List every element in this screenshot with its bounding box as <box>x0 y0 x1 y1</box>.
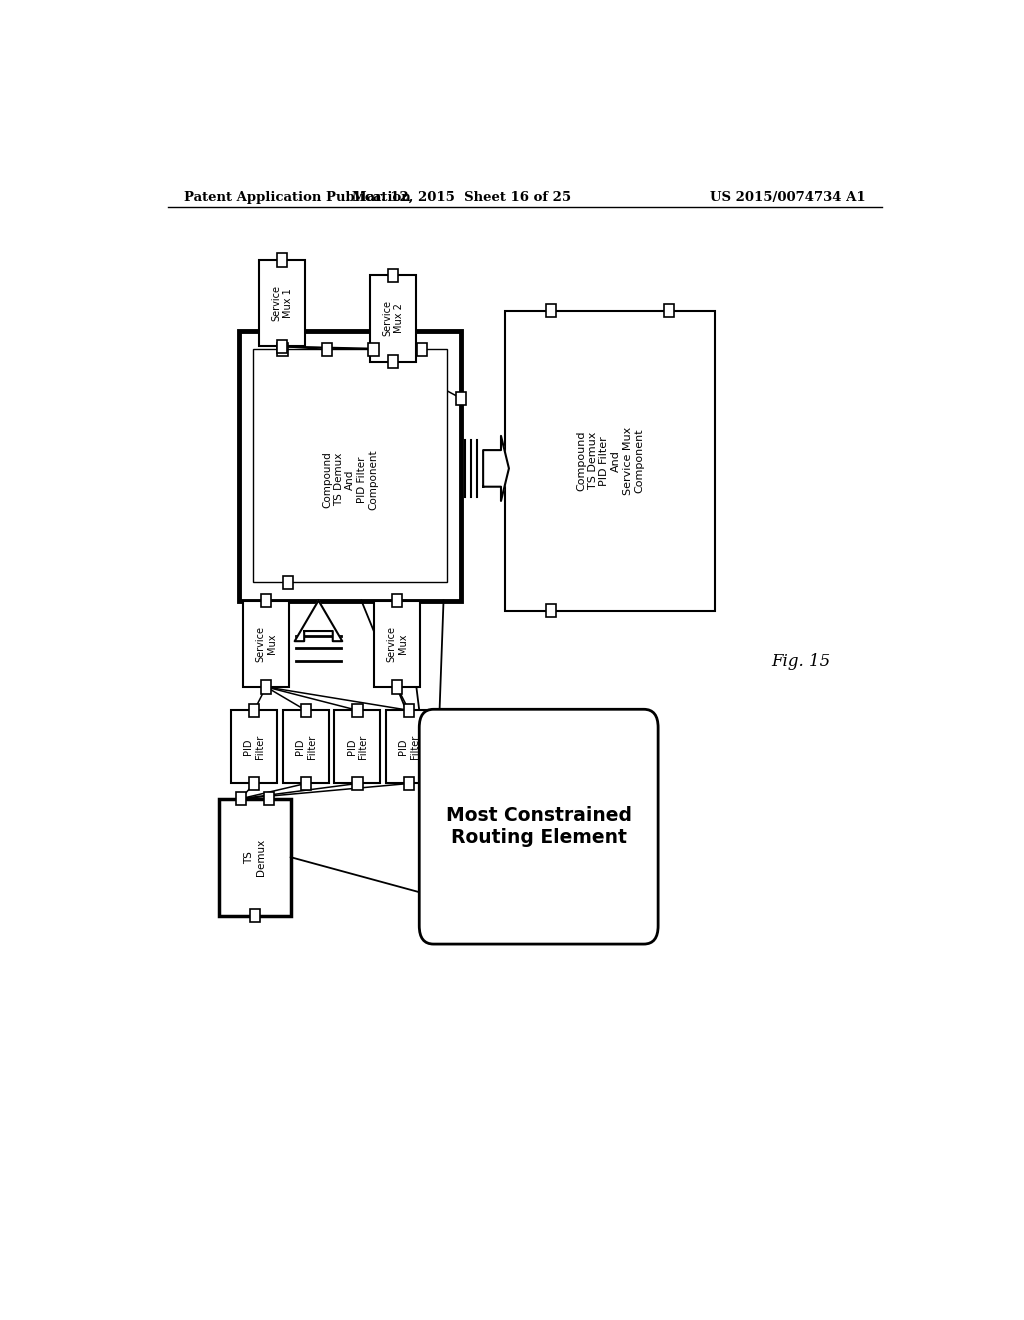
Bar <box>261 680 271 693</box>
Text: PID
Filter: PID Filter <box>295 735 316 759</box>
Text: Compound
TS Demux
PID Filter
And
Service Mux
Component: Compound TS Demux PID Filter And Service… <box>577 426 644 495</box>
Bar <box>392 594 402 607</box>
Bar <box>283 576 294 589</box>
FancyBboxPatch shape <box>419 709 658 944</box>
Bar <box>219 799 291 916</box>
Text: TS
Demux: TS Demux <box>244 838 266 875</box>
Bar <box>664 304 674 318</box>
Bar <box>240 331 461 601</box>
Text: Service
Mux: Service Mux <box>255 626 276 661</box>
Bar <box>388 269 398 282</box>
Bar <box>334 710 380 784</box>
Text: Patent Application Publication: Patent Application Publication <box>183 190 411 203</box>
Bar <box>301 777 311 791</box>
Text: Service
Mux 2: Service Mux 2 <box>382 301 403 337</box>
Text: Compound
TS Demux
And
PID Filter
Component: Compound TS Demux And PID Filter Compone… <box>322 449 379 510</box>
Bar <box>249 777 259 791</box>
Text: Mar. 12, 2015  Sheet 16 of 25: Mar. 12, 2015 Sheet 16 of 25 <box>352 190 570 203</box>
Bar <box>388 355 398 368</box>
Bar <box>322 343 332 356</box>
Polygon shape <box>483 436 509 500</box>
Bar <box>278 343 288 356</box>
Bar <box>374 601 420 686</box>
Bar <box>261 594 271 607</box>
Bar <box>546 605 556 618</box>
Text: US 2015/0074734 A1: US 2015/0074734 A1 <box>711 190 866 203</box>
Text: Fig. 15: Fig. 15 <box>771 653 830 671</box>
Bar <box>352 704 362 717</box>
Bar <box>249 704 259 717</box>
Bar <box>301 704 311 717</box>
Bar <box>250 909 260 923</box>
Text: PID
Filter: PID Filter <box>398 735 420 759</box>
Bar <box>546 304 556 318</box>
Bar <box>243 601 289 686</box>
Bar <box>369 343 379 356</box>
Bar <box>456 392 467 405</box>
Bar <box>276 253 287 267</box>
Bar <box>417 343 427 356</box>
Bar <box>392 680 402 693</box>
Bar <box>386 710 432 784</box>
Bar <box>403 777 414 791</box>
Text: PID
Filter: PID Filter <box>244 735 265 759</box>
Polygon shape <box>295 601 342 642</box>
Bar <box>352 777 362 791</box>
Bar <box>231 710 278 784</box>
Bar <box>236 792 246 805</box>
Text: Most Constrained
Routing Element: Most Constrained Routing Element <box>445 807 632 847</box>
Bar <box>403 704 414 717</box>
Text: Service
Mux 1: Service Mux 1 <box>271 285 293 321</box>
Bar <box>253 350 447 582</box>
Text: PID
Filter: PID Filter <box>346 735 369 759</box>
Bar <box>259 260 305 346</box>
Text: Service
Mux: Service Mux <box>386 626 408 661</box>
Bar <box>283 710 329 784</box>
Bar <box>276 339 287 352</box>
Bar <box>505 312 715 611</box>
Bar <box>370 276 416 362</box>
Bar <box>264 792 274 805</box>
